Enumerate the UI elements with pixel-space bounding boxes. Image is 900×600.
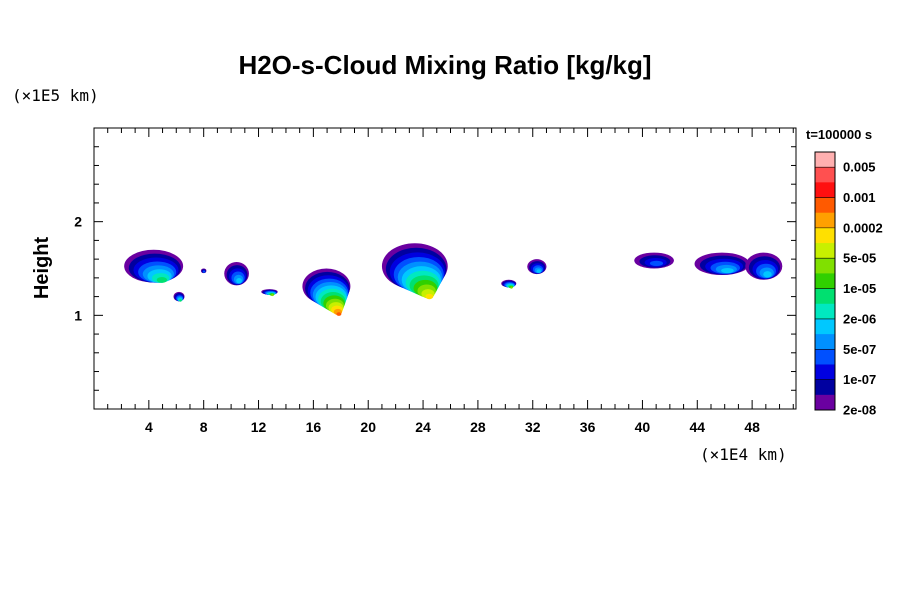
y-tick-label: 1 <box>74 307 82 323</box>
plot-area <box>93 127 797 410</box>
colorbar-swatch <box>815 364 835 381</box>
colorbar-swatch <box>815 318 835 335</box>
colorbar-level-label: 2e-06 <box>843 311 876 326</box>
colorbar-swatch <box>815 152 835 168</box>
colorbar-level-label: 1e-05 <box>843 281 876 296</box>
cloud-region <box>634 252 674 269</box>
x-tick-label: 16 <box>306 419 322 435</box>
colorbar-swatch <box>815 212 835 229</box>
cloud-contour <box>156 277 168 283</box>
colorbar-swatch <box>815 273 835 289</box>
x-axis-unit: (×1E4 km) <box>700 445 787 464</box>
x-tick-label: 48 <box>744 419 760 435</box>
cloud-contour <box>721 267 734 274</box>
colorbar-swatch <box>815 167 835 183</box>
colorbar-swatch <box>815 334 835 350</box>
cloud-contour <box>425 293 434 300</box>
colorbar-swatch <box>815 288 835 305</box>
colorbar-level-label: 5e-05 <box>843 251 876 266</box>
cloud-region <box>527 259 547 275</box>
cloud-contour <box>510 286 513 289</box>
colorbar-swatch <box>815 197 835 214</box>
cloud-region <box>261 289 278 297</box>
cloud-region <box>745 252 783 280</box>
x-tick-label: 44 <box>689 419 705 435</box>
colorbar-level-label: 0.001 <box>843 190 876 205</box>
cloud-contour <box>179 299 182 302</box>
colorbar-level-label: 0.005 <box>843 160 876 175</box>
cloud-region <box>200 268 207 274</box>
colorbar-swatch <box>815 349 835 365</box>
cloud-region <box>381 243 448 300</box>
x-tick-label: 32 <box>525 419 541 435</box>
x-tick-label: 20 <box>360 419 376 435</box>
cloud-region <box>501 279 517 289</box>
cloud-contour <box>763 271 772 278</box>
colorbar-swatch <box>815 243 835 259</box>
colorbar-swatch <box>815 182 835 198</box>
cloud-region <box>124 249 184 283</box>
y-axis-label: Height <box>31 237 53 300</box>
cloud-region <box>694 252 750 276</box>
colorbar-level-label: 5e-07 <box>843 342 876 357</box>
x-tick-label: 4 <box>145 419 153 435</box>
x-tick-label: 12 <box>251 419 267 435</box>
colorbar: 0.005 0.001 0.0002 5e-05 1e-05 2e-06 5e-07 1e-0… <box>814 151 883 418</box>
x-axis-ticks: 4 8 12 16 20 24 28 32 36 40 44 48 <box>107 128 794 435</box>
cloud-region <box>302 268 351 316</box>
x-tick-label: 40 <box>635 419 651 435</box>
y-axis-unit: (×1E5 km) <box>12 86 99 105</box>
x-tick-label: 24 <box>415 419 431 435</box>
y-tick-label: 2 <box>74 214 82 230</box>
cloud-region <box>173 291 185 302</box>
colorbar-level-label: 0.0002 <box>843 220 883 235</box>
cloud-contour <box>202 270 206 273</box>
cloud-contour <box>236 277 242 284</box>
x-tick-label: 36 <box>580 419 596 435</box>
colorbar-swatch <box>815 227 835 244</box>
cloud-contour <box>336 312 342 316</box>
colorbar-level-label: 1e-07 <box>843 372 876 387</box>
cloud-contour <box>649 260 664 267</box>
colorbar-swatch <box>815 379 835 396</box>
cloud-contour <box>271 293 274 297</box>
x-tick-label: 28 <box>470 419 486 435</box>
colorbar-swatch <box>815 258 835 274</box>
colorbar-level-label: 2e-08 <box>843 403 876 418</box>
colorbar-time-label: t=100000 s <box>806 127 872 142</box>
colorbar-swatch <box>815 394 835 411</box>
cloud-region <box>224 261 249 286</box>
y-axis-ticks: 12 <box>74 146 796 391</box>
chart-title: H2O-s-Cloud Mixing Ratio [kg/kg] <box>238 50 651 80</box>
cloud-contour <box>536 269 541 273</box>
colorbar-swatch <box>815 303 835 320</box>
x-tick-label: 8 <box>200 419 208 435</box>
